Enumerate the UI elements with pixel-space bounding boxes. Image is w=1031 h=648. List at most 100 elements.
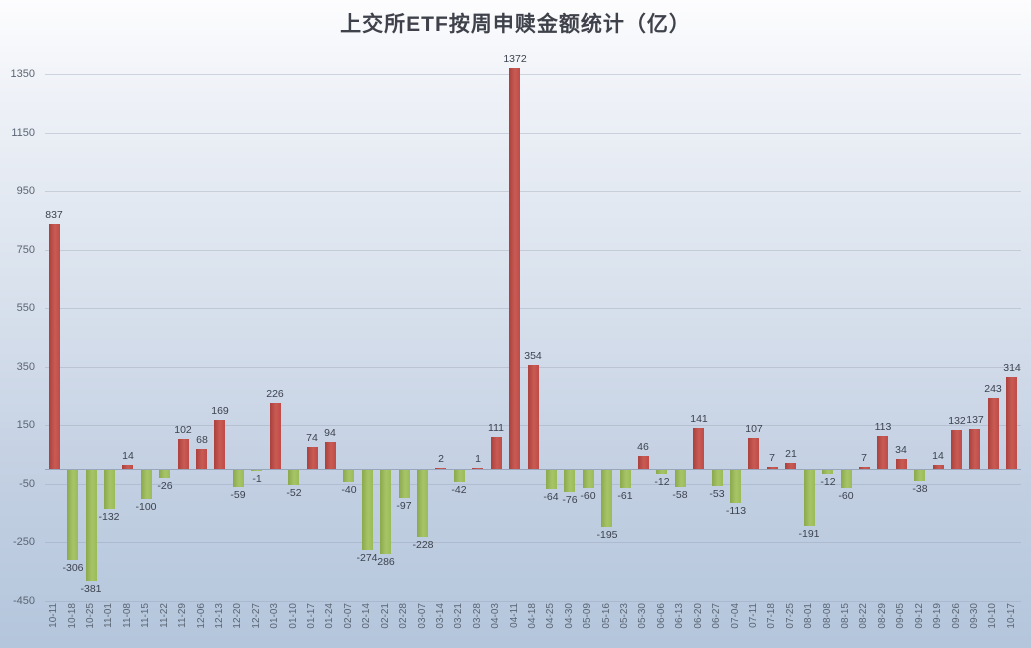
bar-value-label: 1 [475,453,481,465]
x-axis-tick: 06-27 [711,603,723,637]
x-axis-tick: 10-18 [67,603,79,637]
x-axis-tick-label: 10-10 [987,603,998,629]
x-axis-tick-label: 08-29 [877,603,888,629]
bar-value-label: -132 [98,511,120,523]
x-axis-tick-label: 01-03 [269,603,280,629]
bar-value-label: 132 [948,415,966,427]
x-axis-tick-label: 07-04 [730,603,741,629]
x-axis-tick-label: 11-15 [140,603,151,628]
x-axis-tick: 06-13 [674,603,686,637]
bar-positive [270,403,281,469]
x-axis-tick-label: 04-30 [564,603,575,629]
gridline [45,191,1021,192]
bar-value-label: -113 [725,505,747,517]
x-axis-tick-label: 02-14 [361,603,372,629]
bar-value-label: 14 [122,450,134,462]
x-axis-tick-label: 11-22 [159,603,170,628]
y-axis-tick-label: 950 [16,185,35,197]
x-axis-tick: 07-25 [785,603,797,637]
x-axis-tick-label: 01-24 [324,603,335,629]
x-axis-tick-label: 04-18 [527,603,538,629]
bar-value-label: 243 [984,383,1002,395]
x-axis-tick: 07-04 [730,603,742,637]
x-axis-tick-label: 12-06 [196,603,207,629]
bar-negative [730,470,741,503]
y-axis-tick-label: 1350 [10,68,35,80]
gridline [45,484,1021,485]
bar-value-label: 7 [861,452,867,464]
bar-value-label: -195 [596,529,618,541]
bar-positive [509,68,520,469]
bar-value-label: -274 [356,552,378,564]
bar-value-label: -76 [562,494,578,506]
x-axis-tick: 11-08 [122,603,134,637]
x-axis-tick: 11-01 [103,603,115,637]
x-axis-tick-label: 02-28 [398,603,409,629]
x-axis-tick-label: 07-18 [766,603,777,629]
bar-value-label: -12 [654,476,670,488]
bar-negative [141,470,152,499]
x-axis-tick: 04-30 [564,603,576,637]
bar-value-label: -191 [798,528,820,540]
x-axis-tick-label: 06-13 [674,603,685,629]
x-axis-tick-label: 11-08 [122,603,133,628]
bar-negative [914,470,925,481]
bar-value-label: 68 [196,434,208,446]
x-axis-tick-label: 02-07 [343,603,354,629]
zero-axis-line [45,469,1021,470]
bar-value-label: 226 [266,388,284,400]
x-axis-tick: 05-30 [637,603,649,637]
x-axis-tick: 07-11 [748,603,760,637]
x-axis-tick: 05-23 [619,603,631,637]
bar-value-label: -12 [820,476,836,488]
bar-positive [1006,377,1017,469]
bar-value-label: 286 [377,556,395,568]
x-axis-tick-label: 08-08 [822,603,833,629]
x-axis-tick: 03-14 [435,603,447,637]
x-axis-tick: 01-03 [269,603,281,637]
bar-negative [564,470,575,492]
x-axis-tick-label: 04-11 [509,603,520,628]
bar-negative [601,470,612,527]
gridline [45,133,1021,134]
bar-value-label: 94 [324,427,336,439]
bar-negative [251,470,262,471]
bar-value-label: -52 [286,487,302,499]
bar-value-label: 314 [1003,362,1021,374]
bar-negative [841,470,852,488]
x-axis-tick-label: 10-11 [48,603,59,628]
chart-title: 上交所ETF按周申赎金额统计（亿） [340,13,691,36]
x-axis-tick-label: 09-05 [895,603,906,629]
x-axis-tick-label: 03-21 [453,603,464,629]
bar-positive [528,365,539,469]
x-axis-tick: 06-06 [656,603,668,637]
x-axis-tick: 05-09 [582,603,594,637]
bar-negative [399,470,410,498]
bar-value-label: 837 [45,209,63,221]
bar-value-label: -53 [709,488,725,500]
bar-value-label: 102 [174,424,192,436]
x-axis-tick-label: 10-18 [67,603,78,629]
x-axis-tick: 08-15 [840,603,852,637]
bar-positive [325,442,336,469]
bar-value-label: 34 [895,444,907,456]
x-axis-tick: 04-11 [509,603,521,637]
bar-positive [178,439,189,469]
bar-positive [988,398,999,469]
x-axis-tick-label: 01-10 [288,603,299,629]
bar-negative [675,470,686,487]
bar-positive [196,449,207,469]
bar-value-label: -59 [230,489,246,501]
x-axis-tick: 07-18 [766,603,778,637]
bar-value-label: 7 [769,452,775,464]
x-axis-tick-label: 12-13 [214,603,225,629]
bar-negative [804,470,815,526]
x-axis-tick-label: 10-17 [1006,603,1017,629]
bar-positive [748,438,759,469]
x-axis-tick: 02-21 [380,603,392,637]
bar-positive [435,468,446,469]
bar-positive [307,447,318,469]
x-axis-tick: 06-20 [693,603,705,637]
x-axis-tick: 12-13 [214,603,226,637]
bar-value-label: -306 [62,562,84,574]
